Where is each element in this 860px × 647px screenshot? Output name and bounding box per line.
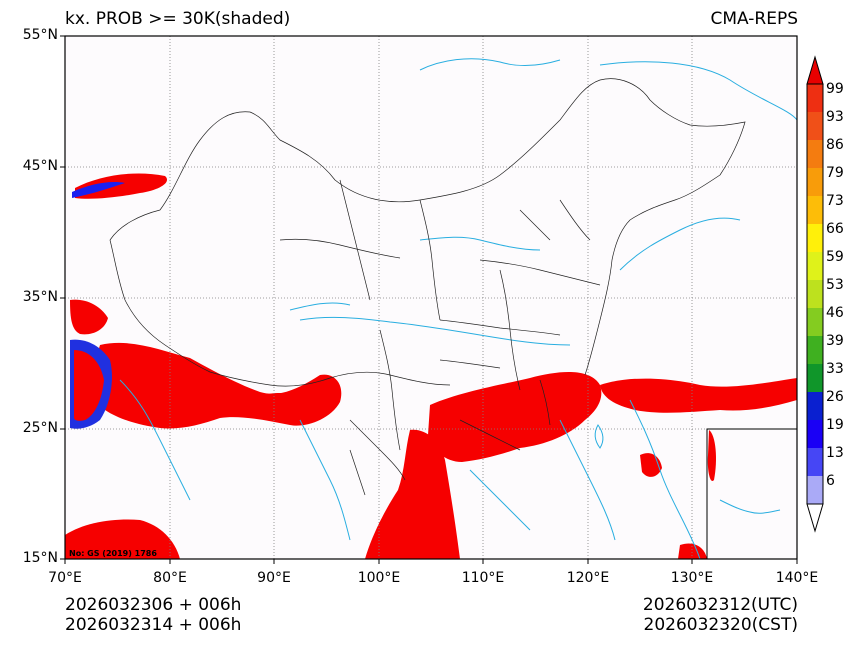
administrative-borders (109, 78, 746, 496)
lat-tick-label: 55°N (22, 27, 58, 43)
colorbar-label: 39 (826, 333, 844, 349)
colorbar-cell (807, 84, 823, 112)
colorbar-label: 59 (826, 249, 844, 265)
colorbar-cell (807, 112, 823, 140)
lon-tick-label: 140°E (775, 570, 819, 586)
valid-time-block: 2026032312(UTC) 2026032320(CST) (643, 595, 798, 635)
colorbar-cell (807, 168, 823, 196)
axis-ticks (60, 35, 798, 564)
colorbar-label: 99 (826, 81, 844, 97)
lat-tick-label: 35°N (22, 289, 58, 305)
rivers-and-coastlines (119, 58, 798, 560)
map-approval-stamp: No: GS (2019) 1786 (69, 549, 157, 558)
colorbar-label: 86 (826, 137, 844, 153)
lon-tick-label: 120°E (566, 570, 610, 586)
colorbar-label: 46 (826, 305, 844, 321)
colorbar-label: 93 (826, 109, 844, 125)
colorbar-top-arrow (806, 55, 824, 85)
lon-tick-label: 100°E (357, 570, 401, 586)
lat-tick-label: 45°N (22, 158, 58, 174)
colorbar-label: 79 (826, 165, 844, 181)
colorbar-cell (807, 476, 823, 504)
lat-tick-label: 25°N (22, 420, 58, 436)
colorbar-cell (807, 364, 823, 392)
colorbar-label: 6 (826, 473, 835, 489)
colorbar-label: 19 (826, 417, 844, 433)
colorbar-cell (807, 140, 823, 168)
colorbar-outline (806, 83, 824, 505)
colorbar-cell (807, 196, 823, 224)
init-time-block: 2026032306 + 006h 2026032314 + 006h (65, 595, 241, 635)
colorbar-cell (807, 420, 823, 448)
init-time-utc: 2026032306 + 006h (65, 595, 242, 615)
chart-title: kx. PROB >= 30K(shaded) (65, 9, 291, 29)
colorbar-cell (807, 252, 823, 280)
lon-tick-label: 80°E (153, 570, 187, 586)
colorbar-cell (807, 448, 823, 476)
init-time-cst: 2026032314 + 006h (65, 615, 242, 635)
valid-time-utc: 2026032312(UTC) (642, 595, 798, 615)
shaded-probability-areas (65, 173, 797, 559)
lon-tick-label: 130°E (670, 570, 714, 586)
colorbar-label: 66 (826, 221, 844, 237)
colorbar-cell (807, 308, 823, 336)
colorbar-label: 73 (826, 193, 844, 209)
colorbar-cell (807, 224, 823, 252)
lon-tick-label: 110°E (461, 570, 505, 586)
colorbar (806, 55, 824, 533)
lon-tick-label: 90°E (257, 570, 291, 586)
colorbar-cell (807, 336, 823, 364)
colorbar-cell (807, 392, 823, 420)
colorbar-bottom-arrow (806, 503, 824, 533)
colorbar-cell (807, 280, 823, 308)
colorbar-label: 33 (826, 361, 844, 377)
colorbar-label: 26 (826, 389, 844, 405)
lon-tick-label: 70°E (48, 570, 82, 586)
colorbar-label: 13 (826, 445, 844, 461)
graticule (65, 36, 797, 559)
lat-tick-label: 15°N (22, 550, 58, 566)
colorbar-label: 53 (826, 277, 844, 293)
valid-time-cst: 2026032320(CST) (643, 615, 798, 635)
model-name: CMA-REPS (710, 9, 798, 29)
